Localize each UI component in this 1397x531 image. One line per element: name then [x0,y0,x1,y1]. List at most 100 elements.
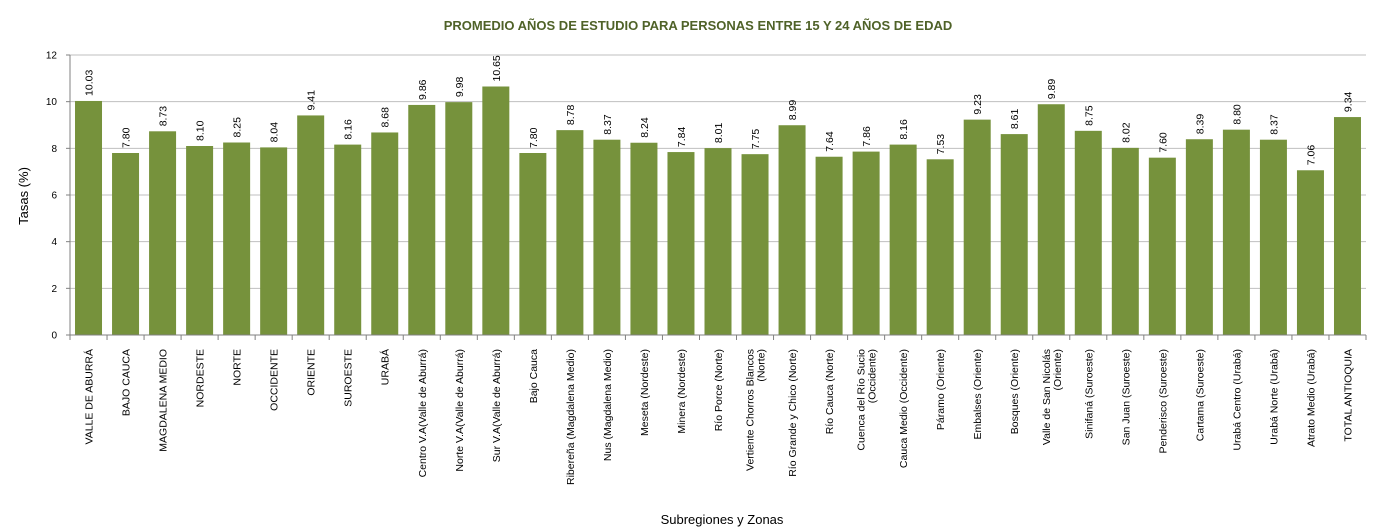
bar [889,144,917,335]
category-label: NORDESTE [195,349,207,407]
category-label: Norte V.A(Valle de Aburrá) [454,349,466,472]
category-label: Centro V.A(Valle de Aburrá) [417,349,429,477]
data-label: 8.01 [713,123,725,144]
data-label: 8.02 [1120,122,1132,143]
bars [75,86,1361,335]
y-tick-label: 10 [46,97,58,108]
chart-title: PROMEDIO AÑOS DE ESTUDIO PARA PERSONAS E… [444,18,953,33]
data-label: 8.73 [158,106,170,127]
bar [334,144,362,335]
bar [1037,104,1065,335]
bar [297,115,325,335]
data-label: 8.16 [343,119,355,140]
category-label: Cuenca del Río Sucio(Occidente) [856,349,879,451]
category-label: Penderisco (Suroeste) [1157,349,1169,453]
data-label: 9.41 [306,90,318,111]
category-label: Páramo (Oriente) [935,349,947,430]
category-label: NORTE [232,349,244,386]
data-label: 9.34 [1342,91,1354,112]
y-tick-label: 4 [51,237,57,248]
bar [630,142,658,335]
category-label: Meseta (Nordeste) [639,349,651,436]
data-label: 7.60 [1157,132,1169,153]
data-label: 8.99 [787,100,799,121]
bar [482,86,510,335]
data-label: 8.37 [602,114,614,135]
y-axis-ticks: 0 2 4 6 8 10 12 [46,51,58,342]
data-label: 8.25 [232,117,244,138]
y-tick-label: 6 [51,191,57,202]
bar [1222,129,1250,335]
data-label: 8.10 [195,120,207,141]
y-tick-label: 0 [51,331,57,342]
y-axis-label: Tasas (%) [16,167,31,225]
category-label: Cartama (Suroeste) [1194,349,1206,441]
bar [704,148,732,335]
bar [593,139,621,335]
category-label: BAJO CAUCA [121,349,133,416]
axes [66,54,1367,340]
category-label: MAGDALENA MEDIO [158,349,170,452]
data-label: 9.86 [417,79,429,100]
bar [926,159,954,335]
bar [963,119,991,335]
bar [112,153,140,335]
category-label: Río Grande y Chico (Norte) [787,349,799,477]
bar [1000,134,1028,335]
data-label: 8.04 [269,122,281,143]
data-label: 7.53 [935,134,947,155]
category-label: Ribereña (Magdalena Medio) [565,349,577,485]
category-label: Sur V.A(Valle de Aburrá) [491,349,503,462]
data-label: 7.86 [861,126,873,147]
bar [223,142,251,335]
x-axis-label: Subregiones y Zonas [661,512,784,527]
data-label: 8.78 [565,105,577,126]
bar [408,104,436,335]
data-label: 7.06 [1305,145,1317,166]
data-label: 7.80 [121,127,133,148]
data-label: 7.64 [824,131,836,152]
data-label: 8.80 [1231,104,1243,125]
data-label: 7.84 [676,126,688,147]
category-label: Vertiente Chorros Blancos(Norte) [745,349,768,471]
bar [445,102,473,335]
bar [1074,130,1102,335]
bar [260,147,288,335]
bar [667,152,695,335]
category-label: Río Porce (Norte) [713,349,725,431]
category-label: VALLE DE ABURRÁ [83,349,96,445]
bar [1296,170,1324,335]
bar [778,125,806,335]
data-label: 7.80 [528,127,540,148]
data-label: 9.98 [454,77,466,98]
data-label: 10.03 [84,70,96,96]
category-label: Embalses (Oriente) [972,349,984,439]
bar [149,131,177,335]
bar [852,151,880,335]
data-label: 8.68 [380,107,392,128]
category-label: SUROESTE [343,349,355,407]
y-tick-label: 12 [46,51,58,62]
bar [519,153,547,335]
bar [1185,139,1213,335]
data-label: 8.37 [1268,114,1280,135]
bar [1333,117,1361,335]
bar [186,146,214,335]
bar [556,130,584,335]
category-label: Bosques (Oriente) [1009,349,1021,434]
data-label: 10.65 [491,55,503,81]
category-label: OCCIDENTE [269,349,281,411]
category-label: Atrato Medio (Urabá) [1305,349,1317,447]
category-label: ORIENTE [306,349,318,396]
data-label: 8.61 [1009,109,1021,130]
category-label: San Juan (Suroeste) [1120,349,1132,445]
bar [75,100,103,335]
data-label: 8.75 [1083,105,1095,126]
category-label: Río Cauca (Norte) [824,349,836,434]
x-axis-categories: VALLE DE ABURRÁ BAJO CAUCA MAGDALENA MEDIO… [83,349,1355,485]
bar [815,156,843,335]
data-label: 7.75 [750,129,762,150]
category-label: Cauca Medio (Occidente) [898,349,910,468]
category-label: Minera (Nordeste) [676,349,688,434]
